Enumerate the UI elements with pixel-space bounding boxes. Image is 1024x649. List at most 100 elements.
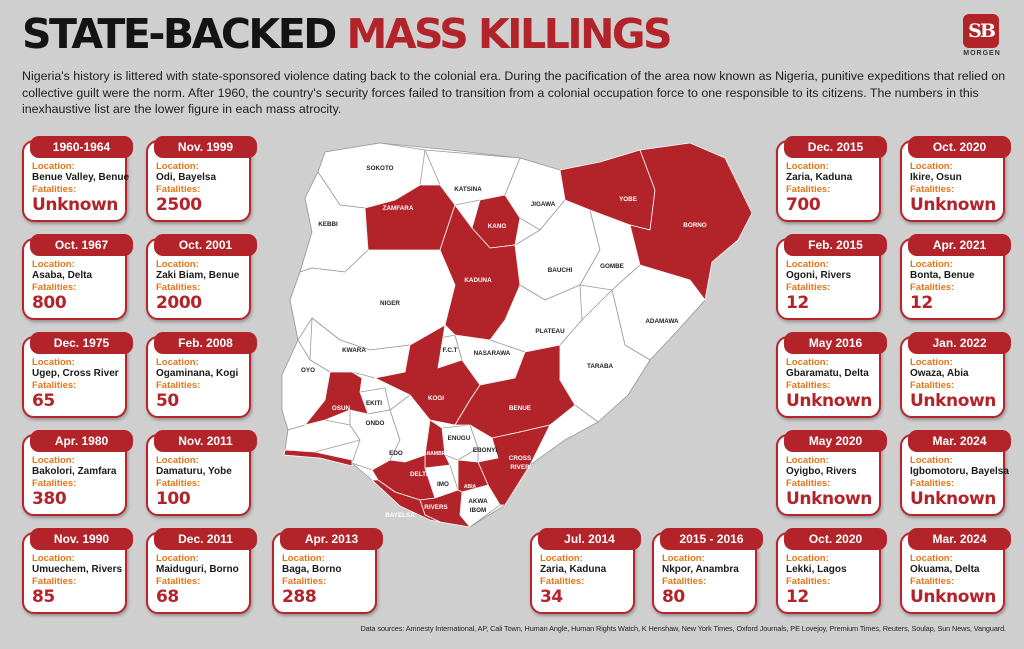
event-date: Jan. 2022: [908, 332, 1011, 354]
fatalities-label: Fatalities:: [32, 184, 77, 195]
event-fatalities: 80: [662, 587, 685, 607]
event-location: Zaria, Kaduna: [786, 172, 853, 183]
map-label-imo: IMO: [437, 481, 449, 488]
event-location: Zaki Biam, Benue: [156, 270, 240, 281]
event-date: May 2020: [784, 430, 887, 452]
location-label: Location:: [282, 553, 325, 564]
event-date: May 2016: [784, 332, 887, 354]
intro-paragraph: Nigeria's history is littered with state…: [22, 69, 1006, 116]
map-label-gombe: GOMBE: [600, 263, 624, 270]
event-location: Gbaramatu, Delta: [786, 368, 869, 379]
event-location: Ogaminana, Kogi: [156, 368, 239, 379]
fatalities-label: Fatalities:: [910, 576, 955, 587]
event-fatalities: Unknown: [786, 391, 873, 411]
event-card: Jul. 2014 Location: Zaria, Kaduna Fataliti…: [530, 528, 641, 614]
event-fatalities: Unknown: [910, 489, 997, 509]
event-date: Apr. 2013: [280, 528, 383, 550]
fatalities-label: Fatalities:: [156, 282, 201, 293]
event-date: Feb. 2008: [154, 332, 257, 354]
location-label: Location:: [910, 455, 953, 466]
zamfara-state: [364, 184, 456, 251]
map-label-benue: BENUE: [509, 405, 531, 412]
map-label-borno: BORNO: [683, 222, 707, 229]
event-location: Owaza, Abia: [910, 368, 969, 379]
map-label-oyo: OYO: [301, 367, 315, 374]
fatalities-label: Fatalities:: [786, 380, 831, 391]
location-label: Location:: [786, 161, 829, 172]
event-date: Apr. 2021: [908, 234, 1011, 256]
event-location: Bakolori, Zamfara: [32, 466, 117, 477]
map-label-katsina: KATSINA: [454, 186, 482, 193]
event-location: Igbomotoru, Bayelsa: [910, 466, 1009, 477]
event-fatalities: 288: [282, 587, 317, 607]
fatalities-label: Fatalities:: [32, 282, 77, 293]
event-fatalities: 100: [156, 489, 191, 509]
location-label: Location:: [910, 259, 953, 270]
location-label: Location:: [786, 553, 829, 564]
location-label: Location:: [156, 161, 199, 172]
event-fatalities: 68: [156, 587, 179, 607]
map-label-kaduna: KADUNA: [464, 277, 492, 284]
location-label: Location:: [786, 259, 829, 270]
fatalities-label: Fatalities:: [156, 576, 201, 587]
map-label-ekiti: EKITI: [366, 400, 382, 407]
event-location: Bonta, Benue: [910, 270, 975, 281]
event-fatalities: 85: [32, 587, 55, 607]
event-fatalities: 12: [786, 587, 809, 607]
cross-river-state: [477, 424, 551, 506]
event-date: 1960-1964: [30, 136, 133, 158]
event-location: Ikire, Osun: [910, 172, 962, 183]
event-date: Dec. 1975: [30, 332, 133, 354]
map-label-kwara: KWARA: [342, 347, 366, 354]
event-date: Apr. 1980: [30, 430, 133, 452]
fatalities-label: Fatalities:: [32, 478, 77, 489]
map-label-cross-river-1: CROSS: [509, 455, 531, 462]
event-card: Apr. 2013 Location: Baga, Borno Fatalities…: [272, 528, 383, 614]
fatalities-label: Fatalities:: [540, 576, 585, 587]
event-card: May 2016 Location: Gbaramatu, Delta Fatali…: [776, 332, 887, 418]
fatalities-label: Fatalities:: [910, 184, 955, 195]
event-date: 2015 - 2016: [660, 528, 763, 550]
event-date: Nov. 2011: [154, 430, 257, 452]
event-location: Okuama, Delta: [910, 564, 980, 575]
map-label-delta: DELTA: [410, 471, 431, 478]
event-date: Oct. 2001: [154, 234, 257, 256]
event-card: Apr. 2021 Location: Bonta, Benue Fatalitie…: [900, 234, 1011, 320]
event-location: Umuechem, Rivers: [32, 564, 123, 575]
kaduna-state: [439, 204, 521, 341]
event-fatalities: 12: [786, 293, 809, 313]
event-location: Ugep, Cross River: [32, 368, 119, 379]
location-label: Location:: [910, 357, 953, 368]
map-label-bayelsa: BAYELSA: [385, 512, 415, 519]
event-fatalities: Unknown: [786, 489, 873, 509]
fatalities-label: Fatalities:: [786, 282, 831, 293]
event-fatalities: 2000: [156, 293, 202, 313]
event-fatalities: Unknown: [910, 587, 997, 607]
event-location: Damaturu, Yobe: [156, 466, 232, 477]
event-date: Oct. 2020: [908, 136, 1011, 158]
osun-state: [304, 371, 369, 426]
event-date: Jul. 2014: [538, 528, 641, 550]
location-label: Location:: [786, 357, 829, 368]
map-label-cross-river-2: RIVER: [510, 464, 530, 471]
event-fatalities: 65: [32, 391, 55, 411]
fatalities-label: Fatalities:: [662, 576, 707, 587]
event-card: Dec. 2011 Location: Maiduguri, Borno Fatal…: [146, 528, 257, 614]
fatalities-label: Fatalities:: [32, 576, 77, 587]
map-label-kogi: KOGI: [428, 395, 444, 402]
map-label-enugu: ENUGU: [448, 435, 471, 442]
location-label: Location:: [156, 259, 199, 270]
fatalities-label: Fatalities:: [786, 184, 831, 195]
map-label-taraba: TARABA: [587, 363, 614, 370]
lagos-state: [283, 449, 353, 467]
map-label-edo: EDO: [389, 450, 403, 457]
event-location: Nkpor, Anambra: [662, 564, 739, 575]
event-location: Asaba, Delta: [32, 270, 93, 281]
event-location: Oyigbo, Rivers: [786, 466, 857, 477]
event-date: Dec. 2011: [154, 528, 257, 550]
event-fatalities: 12: [910, 293, 933, 313]
sb-morgen-logo: SB MORGEN: [963, 14, 1001, 60]
event-card: Nov. 1999 Location: Odi, Bayelsa Fatalitie…: [146, 136, 257, 222]
fatalities-label: Fatalities:: [910, 380, 955, 391]
map-label-niger: NIGER: [380, 300, 400, 307]
